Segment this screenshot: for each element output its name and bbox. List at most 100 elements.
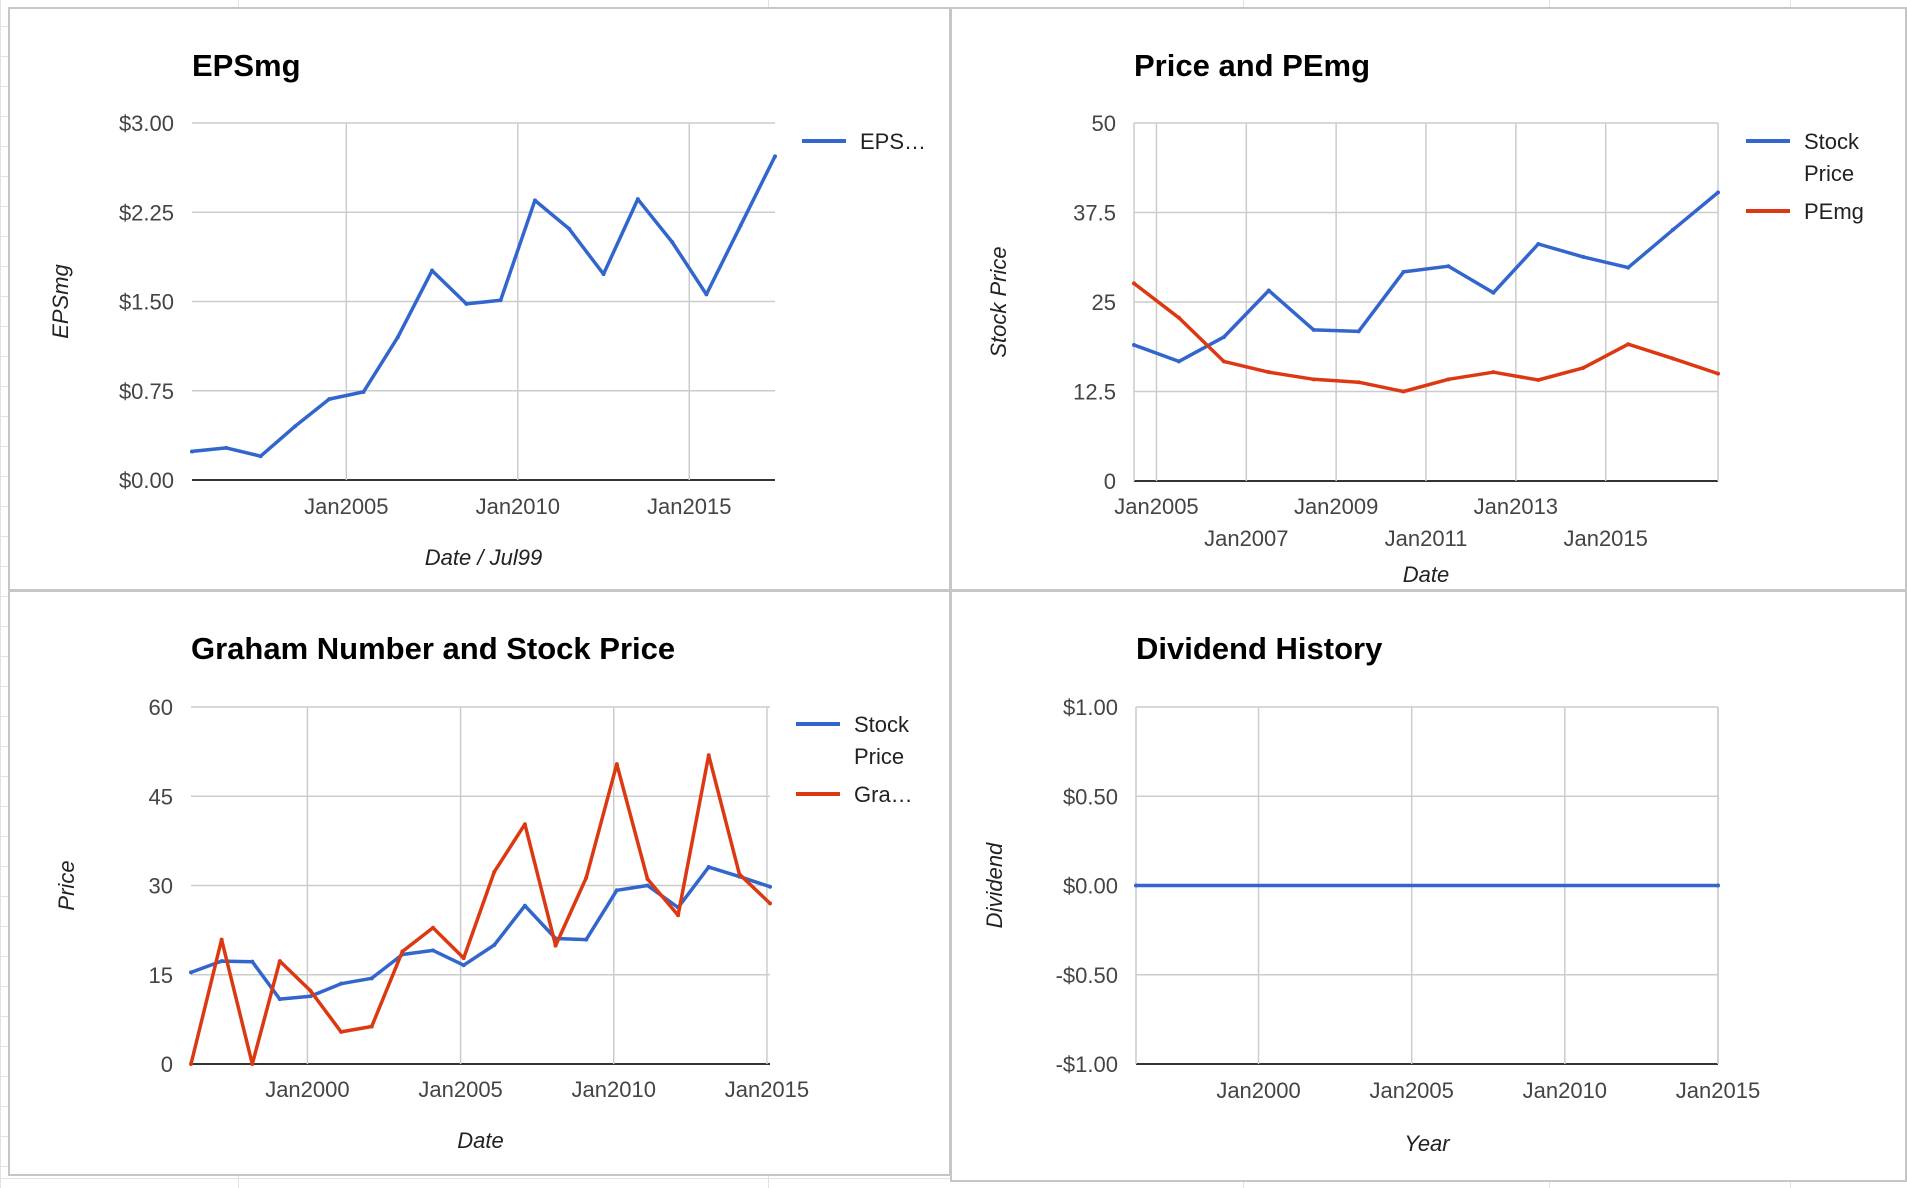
data-point[interactable] — [1716, 371, 1720, 376]
data-point[interactable] — [773, 154, 777, 159]
data-point[interactable] — [219, 959, 224, 964]
data-point[interactable] — [498, 298, 503, 303]
data-point[interactable] — [1132, 281, 1136, 286]
data-point[interactable] — [224, 445, 229, 450]
chart-dividend-history[interactable]: Dividend History -$1.00 -$0.50 $0.00 $0.50 $1… — [950, 590, 1907, 1182]
data-point[interactable] — [189, 1062, 193, 1066]
data-point[interactable] — [1132, 342, 1136, 347]
data-point[interactable] — [1716, 190, 1720, 195]
series-line-0[interactable] — [190, 154, 777, 458]
data-point[interactable] — [522, 903, 527, 908]
x-tick-label: Jan2011 — [1385, 526, 1468, 551]
data-point[interactable] — [292, 424, 297, 429]
data-point[interactable] — [1356, 329, 1361, 334]
data-point[interactable] — [614, 888, 619, 893]
data-point[interactable] — [430, 268, 435, 273]
data-point[interactable] — [277, 959, 282, 964]
data-point[interactable] — [464, 301, 469, 306]
chart-graham-number-and-stock-price[interactable]: Graham Number and Stock Price 0 15 30 45 60 Ja… — [8, 590, 951, 1176]
data-point[interactable] — [369, 976, 374, 981]
data-point[interactable] — [522, 822, 527, 827]
data-point[interactable] — [676, 913, 681, 918]
data-point[interactable] — [1134, 883, 1138, 888]
legend-entry[interactable]: Stock Price — [1804, 129, 1860, 186]
data-point[interactable] — [1266, 288, 1271, 293]
data-point[interactable] — [1401, 269, 1406, 274]
data-point[interactable] — [645, 883, 650, 888]
data-point[interactable] — [1311, 327, 1316, 332]
series-line-0[interactable] — [189, 865, 772, 1001]
data-point[interactable] — [614, 762, 619, 767]
x-tick-label: Jan2015 — [647, 494, 731, 519]
data-point[interactable] — [737, 872, 742, 877]
data-point[interactable] — [492, 869, 497, 874]
data-point[interactable] — [400, 949, 405, 954]
data-point[interactable] — [1626, 342, 1631, 347]
data-point[interactable] — [1356, 380, 1361, 385]
chart-epsmg[interactable]: EPSmg $0.00 $0.75 $1.50 $2.25 $3.00 Jan2005 Jan… — [8, 7, 951, 591]
data-point[interactable] — [1446, 264, 1451, 269]
data-point[interactable] — [219, 937, 224, 942]
data-point[interactable] — [1671, 356, 1676, 361]
data-point[interactable] — [461, 963, 466, 968]
data-point[interactable] — [189, 970, 193, 975]
series-line-0[interactable] — [1132, 190, 1720, 364]
data-point[interactable] — [339, 981, 344, 986]
data-point[interactable] — [1446, 377, 1451, 382]
data-point[interactable] — [738, 223, 743, 228]
data-point[interactable] — [190, 449, 194, 454]
data-point[interactable] — [1581, 365, 1586, 370]
data-point[interactable] — [277, 997, 282, 1002]
data-point[interactable] — [308, 988, 313, 993]
data-point[interactable] — [1221, 335, 1226, 340]
data-point[interactable] — [250, 1062, 255, 1066]
data-point[interactable] — [532, 198, 537, 203]
data-point[interactable] — [461, 956, 466, 961]
data-point[interactable] — [567, 226, 572, 231]
data-point[interactable] — [492, 943, 497, 947]
data-point[interactable] — [395, 335, 400, 340]
data-point[interactable] — [1536, 242, 1541, 247]
data-point[interactable] — [601, 272, 606, 277]
data-point[interactable] — [258, 454, 263, 459]
data-point[interactable] — [645, 876, 650, 881]
series-line-1[interactable] — [1132, 281, 1720, 394]
data-point[interactable] — [1491, 370, 1496, 375]
data-point[interactable] — [1176, 315, 1181, 320]
data-point[interactable] — [584, 875, 589, 880]
data-point[interactable] — [768, 901, 772, 906]
data-point[interactable] — [584, 937, 589, 942]
data-point[interactable] — [250, 959, 255, 964]
data-point[interactable] — [1536, 378, 1541, 383]
data-point[interactable] — [1221, 359, 1226, 364]
data-point[interactable] — [361, 389, 366, 394]
chart-price-and-pemg[interactable]: Price and PEmg 0 12.5 25 37.5 50 Jan2005 Jan200… — [950, 7, 1907, 591]
data-point[interactable] — [553, 943, 558, 948]
data-point[interactable] — [1581, 254, 1586, 259]
data-point[interactable] — [706, 865, 711, 870]
data-point[interactable] — [431, 925, 436, 930]
data-point[interactable] — [1401, 389, 1406, 394]
data-point[interactable] — [327, 397, 332, 402]
data-point[interactable] — [369, 1024, 374, 1029]
data-point[interactable] — [1176, 359, 1181, 364]
data-point[interactable] — [1671, 227, 1676, 232]
data-point[interactable] — [308, 994, 313, 999]
data-point[interactable] — [768, 884, 772, 889]
legend-entry[interactable]: PEmg — [1804, 199, 1864, 224]
data-point[interactable] — [704, 292, 709, 297]
data-point[interactable] — [431, 948, 436, 953]
data-point[interactable] — [1491, 290, 1496, 295]
data-point[interactable] — [1716, 883, 1720, 888]
legend-entry[interactable]: Stock Price — [854, 712, 910, 769]
legend-entry[interactable]: Gra… — [854, 782, 913, 807]
data-point[interactable] — [1626, 265, 1631, 270]
data-point[interactable] — [706, 753, 711, 758]
data-point[interactable] — [1266, 370, 1271, 375]
data-point[interactable] — [1311, 377, 1316, 382]
data-point[interactable] — [670, 240, 675, 244]
legend-entry[interactable]: EPS… — [860, 129, 926, 154]
series-line-1[interactable] — [189, 753, 772, 1066]
data-point[interactable] — [635, 197, 640, 202]
data-point[interactable] — [339, 1029, 344, 1034]
